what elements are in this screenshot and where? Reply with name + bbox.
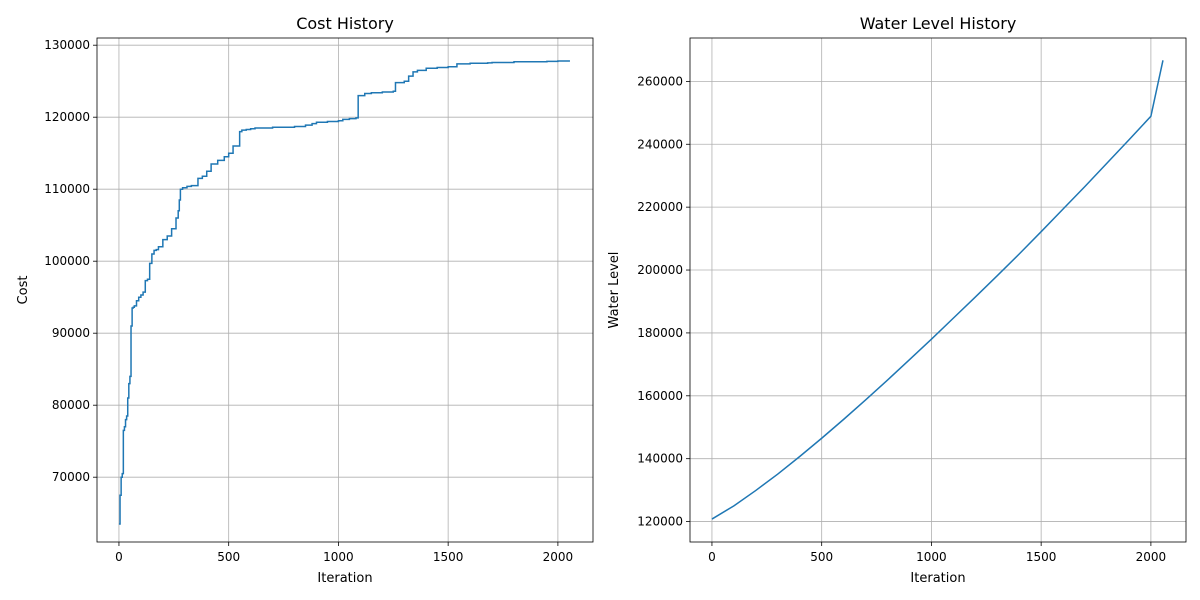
cost-chart-title: Cost History [296, 14, 394, 33]
water-x-tick-label: 1500 [1026, 550, 1057, 564]
cost-y-tick-label: 120000 [44, 110, 90, 124]
water-level-history-chart: 0 500 1000 1500 2000 120000 140000 160000 180000… [607, 14, 1187, 586]
cost-y-tick-label: 90000 [52, 326, 90, 340]
water-y-tick-label: 180000 [637, 326, 683, 340]
water-grid [690, 38, 1186, 542]
water-x-tick-label: 500 [810, 550, 833, 564]
water-y-tick-label: 160000 [637, 389, 683, 403]
water-y-axis-label: Water Level [607, 252, 622, 329]
water-x-axis-label: Iteration [910, 571, 965, 586]
water-level-series-line [711, 60, 1164, 520]
water-ticks: 0 500 1000 1500 2000 120000 140000 160000 180000… [637, 74, 1166, 564]
water-y-tick-label: 120000 [637, 515, 683, 529]
cost-y-tick-label: 110000 [44, 182, 90, 196]
cost-history-chart: 0 500 1000 1500 2000 70000 80000 90000 100000 110… [16, 14, 594, 586]
water-y-tick-label: 240000 [637, 137, 683, 151]
cost-y-tick-label: 80000 [52, 398, 90, 412]
cost-ticks: 0 500 1000 1500 2000 70000 80000 90000 100000 110… [44, 38, 573, 564]
cost-x-tick-label: 1500 [433, 550, 464, 564]
cost-y-axis-label: Cost [16, 276, 31, 305]
cost-x-tick-label: 2000 [543, 550, 574, 564]
cost-grid [97, 38, 593, 542]
water-x-tick-label: 0 [708, 550, 716, 564]
cost-y-tick-label: 100000 [44, 254, 90, 268]
water-x-tick-label: 1000 [916, 550, 947, 564]
cost-x-tick-label: 1000 [323, 550, 354, 564]
cost-x-axis-label: Iteration [317, 571, 372, 586]
cost-series-line [118, 60, 570, 525]
water-y-tick-label: 200000 [637, 263, 683, 277]
water-chart-title: Water Level History [860, 14, 1017, 33]
water-y-tick-label: 260000 [637, 74, 683, 88]
cost-y-tick-label: 70000 [52, 470, 90, 484]
water-plot-frame [689, 37, 1187, 543]
water-y-tick-label: 220000 [637, 200, 683, 214]
cost-plot-frame [96, 37, 594, 543]
water-y-tick-label: 140000 [637, 452, 683, 466]
cost-y-tick-label: 130000 [44, 38, 90, 52]
cost-x-tick-label: 500 [217, 550, 240, 564]
water-x-tick-label: 2000 [1136, 550, 1167, 564]
cost-x-tick-label: 0 [115, 550, 123, 564]
